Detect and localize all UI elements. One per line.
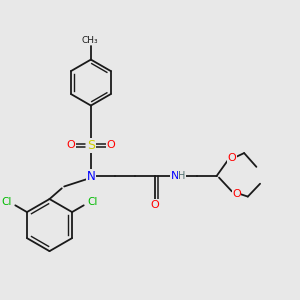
Text: Cl: Cl [87,196,98,207]
Text: S: S [87,139,95,152]
Text: O: O [106,140,115,150]
Text: CH₃: CH₃ [81,36,98,45]
Text: N: N [171,171,179,181]
Text: N: N [86,169,95,183]
Text: H: H [178,171,186,181]
Text: Cl: Cl [1,196,11,207]
Text: O: O [227,153,236,163]
Text: O: O [67,140,75,150]
Text: O: O [151,200,160,210]
Text: O: O [232,188,241,199]
